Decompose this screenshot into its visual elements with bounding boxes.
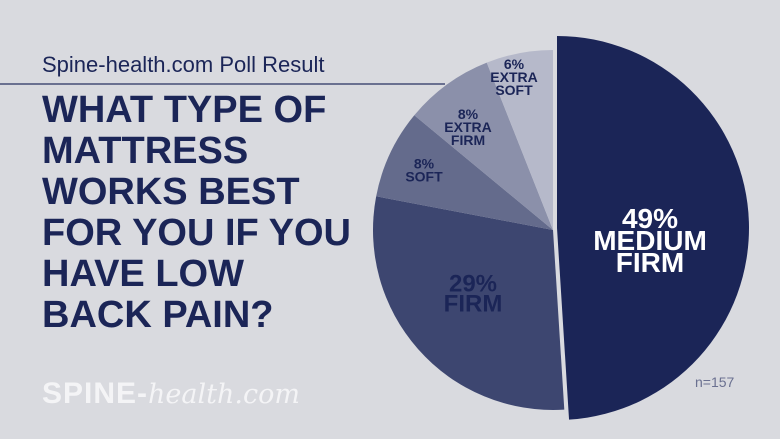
slice-label: 6% EXTRA SOFT xyxy=(490,56,537,98)
pie-slice-soft xyxy=(376,115,553,230)
subtitle: Spine-health.com Poll Result xyxy=(42,52,325,77)
chart-title: WHAT TYPE OF MATTRESS WORKS BEST FOR YOU… xyxy=(42,89,351,336)
sample-size-note: n=157 xyxy=(695,374,735,390)
pie-slice-medium-firm xyxy=(557,36,750,420)
pie-slice-firm xyxy=(373,196,565,410)
pie-slice-extra-soft xyxy=(486,50,553,230)
slice-label: 29% FIRM xyxy=(444,270,503,317)
divider-line xyxy=(0,83,445,85)
slice-label: 8% SOFT xyxy=(405,155,443,184)
spine-health-logo: SPINE-health.com xyxy=(42,377,300,410)
pie-slice-extra-firm xyxy=(414,62,553,231)
slice-label: 49% MEDIUM FIRM xyxy=(593,203,707,278)
slice-label: 8% EXTRA FIRM xyxy=(444,106,491,148)
